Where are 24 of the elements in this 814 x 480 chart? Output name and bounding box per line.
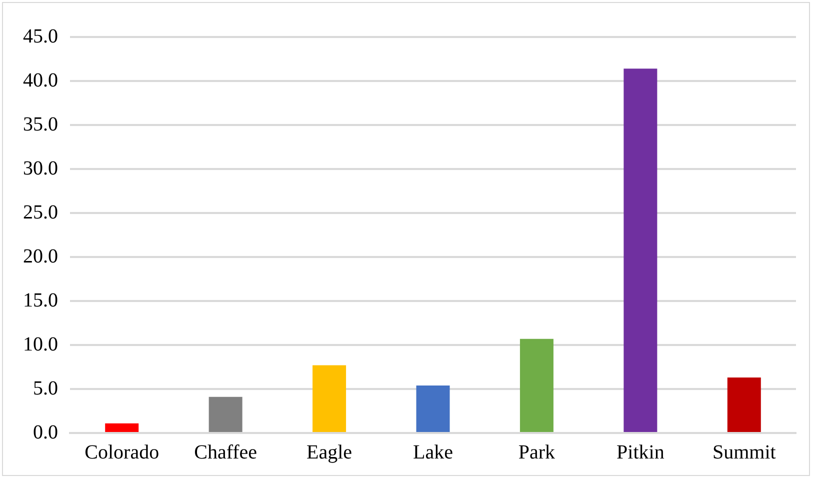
bar bbox=[520, 338, 554, 432]
bar bbox=[416, 385, 450, 432]
bar bbox=[624, 68, 658, 432]
x-tick-label: Summit bbox=[712, 441, 776, 464]
bar bbox=[105, 423, 139, 432]
bar bbox=[208, 396, 242, 432]
y-tick-label: 5.0 bbox=[33, 377, 58, 400]
bar bbox=[727, 378, 761, 432]
x-tick-label: Pitkin bbox=[616, 441, 664, 464]
y-tick-label: 40.0 bbox=[23, 69, 58, 92]
x-tick-label: Colorado bbox=[84, 441, 160, 464]
y-tick-label: 20.0 bbox=[23, 245, 58, 268]
x-tick-label: Chaffee bbox=[194, 441, 258, 464]
y-tick-label: 25.0 bbox=[23, 201, 58, 224]
y-tick-label: 10.0 bbox=[23, 333, 58, 356]
x-tick-label: Eagle bbox=[306, 441, 352, 464]
bar bbox=[312, 365, 346, 432]
x-tick-label: Park bbox=[518, 441, 556, 464]
y-tick-label: 15.0 bbox=[23, 289, 58, 312]
y-tick-label: 0.0 bbox=[33, 421, 58, 444]
y-tick-label: 30.0 bbox=[23, 157, 58, 180]
y-tick-label: 35.0 bbox=[23, 113, 58, 136]
x-tick-label: Lake bbox=[413, 441, 454, 464]
y-tick-label: 45.0 bbox=[23, 25, 58, 48]
